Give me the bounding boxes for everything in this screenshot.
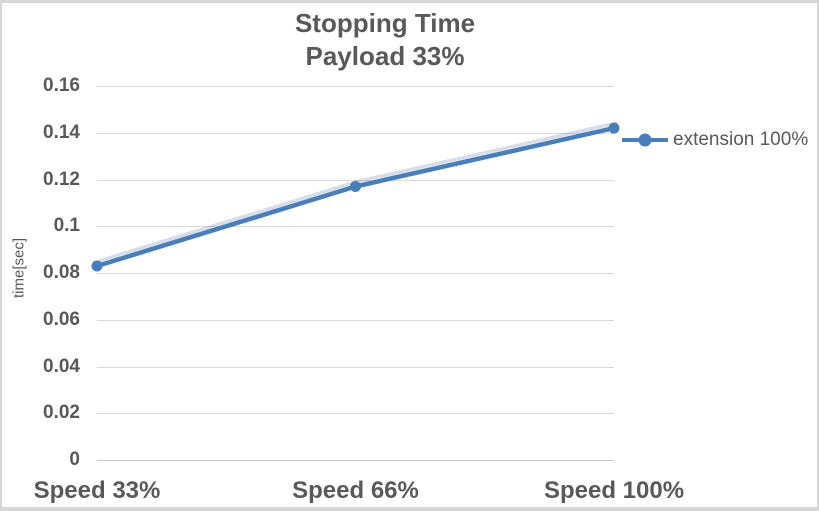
- x-axis-label: Speed 100%: [543, 477, 685, 504]
- gridline: [97, 86, 614, 87]
- y-tick-label: 0.1: [53, 215, 80, 237]
- y-tick-label: 0.12: [43, 168, 80, 190]
- legend: extension 100%: [622, 128, 808, 152]
- gridline: [97, 273, 614, 274]
- y-tick-label: 0.02: [43, 402, 80, 424]
- series-line-svg: [91, 121, 620, 272]
- x-axis-label: Speed 66%: [292, 477, 419, 504]
- gridline: [97, 413, 614, 415]
- gridline: [97, 366, 614, 368]
- x-axis-labels: Speed 33% Speed 66% Speed 100%: [34, 475, 684, 507]
- y-tick-label: 0.14: [43, 121, 80, 143]
- legend-marker-icon: [622, 133, 668, 147]
- y-tick-label: 0.16: [43, 75, 80, 96]
- x-axis-label: Speed 33%: [33, 477, 161, 504]
- y-tick-label: 0: [69, 449, 80, 470]
- gridline: [97, 226, 614, 228]
- series-line: [94, 125, 617, 269]
- legend-label: extension 100%: [673, 129, 809, 150]
- data-point-marker: [608, 122, 620, 134]
- legend-dot: [638, 133, 652, 147]
- y-tick-label: 0.06: [43, 308, 80, 330]
- plot-area: Speed 33% Speed 66% Speed 100%: [34, 86, 684, 504]
- gridline: [97, 179, 614, 181]
- chart-title: Stopping Time Payload 33%: [295, 7, 475, 73]
- y-tick-label: 0.08: [43, 262, 80, 283]
- x-axis-line: [97, 460, 614, 461]
- data-point-marker: [350, 181, 361, 192]
- y-tick-label: 0.04: [43, 355, 80, 377]
- gridline: [97, 319, 614, 321]
- data-point-marker: [91, 260, 103, 272]
- chart-title-line2: Payload 33%: [305, 41, 465, 71]
- y-axis-tick-labels: 0.16 0.14 0.12 0.1 0.08 0.06 0.04 0.02 0: [2, 75, 80, 470]
- chart-title-line1: Stopping Time: [294, 8, 476, 38]
- gridline: [97, 132, 614, 134]
